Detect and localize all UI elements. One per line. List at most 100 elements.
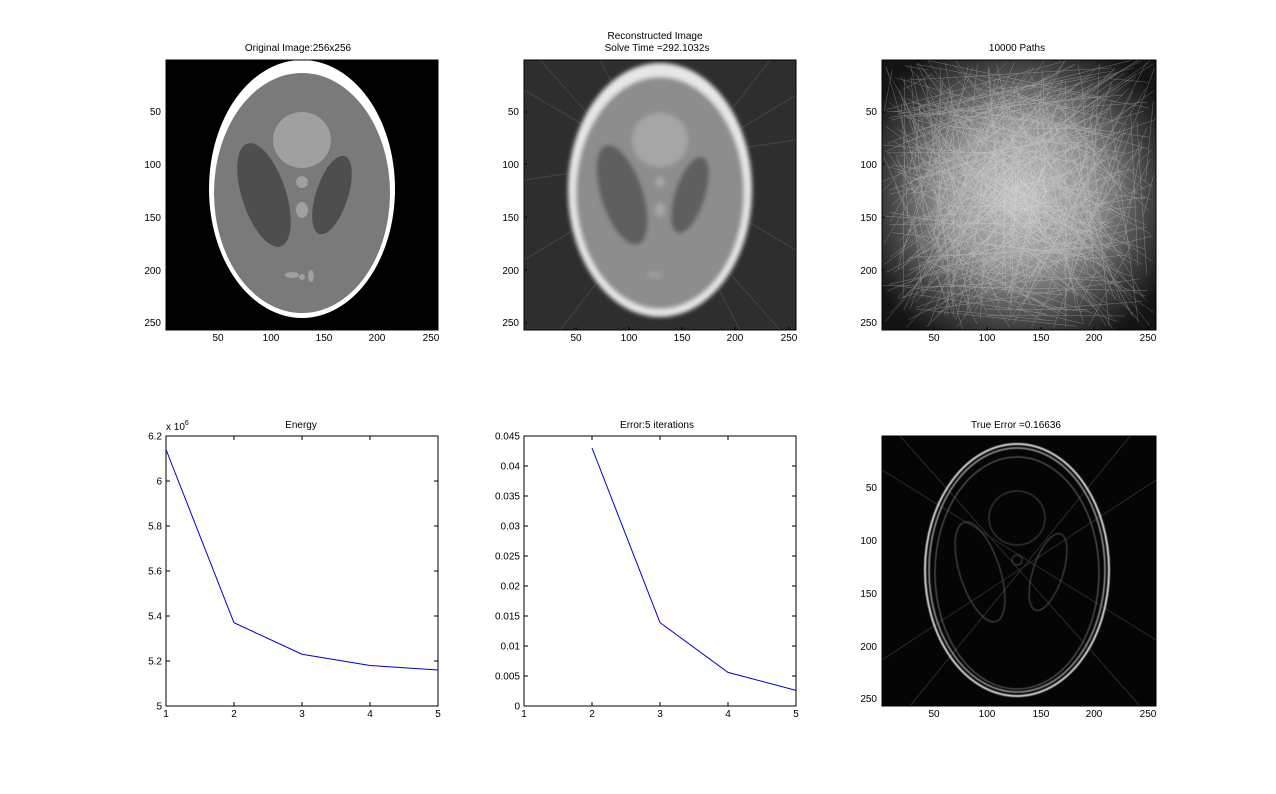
path-stroke — [1132, 247, 1153, 262]
path-stroke — [898, 90, 955, 253]
path-stroke — [956, 211, 1104, 278]
path-stroke — [958, 72, 1093, 194]
path-stroke — [1021, 171, 1102, 267]
path-stroke — [937, 60, 1066, 228]
path-stroke — [916, 75, 947, 146]
x-tick-label: 50 — [928, 709, 940, 720]
path-stroke — [956, 67, 1126, 181]
path-stroke — [906, 229, 1059, 314]
path-stroke — [931, 76, 1096, 107]
path-stroke — [1016, 85, 1043, 239]
path-stroke — [1048, 301, 1142, 309]
path-stroke — [950, 100, 997, 207]
x-tick-label: 250 — [1140, 709, 1157, 720]
path-stroke — [985, 308, 1089, 310]
path-stroke — [897, 129, 1019, 205]
path-stroke — [923, 66, 1031, 224]
path-stroke — [976, 220, 1014, 272]
path-stroke — [891, 284, 1084, 312]
path-stroke — [889, 221, 1110, 225]
path-stroke — [904, 98, 923, 149]
path-stroke — [894, 77, 1149, 149]
path-stroke — [897, 230, 915, 256]
path-stroke — [906, 178, 1043, 328]
path-stroke — [906, 67, 1112, 81]
path-stroke — [1107, 168, 1136, 175]
path-stroke — [887, 151, 922, 202]
path-stroke — [990, 78, 996, 113]
path-stroke — [954, 95, 1086, 125]
x-axis-ticks: 50 100 150 200 250 — [570, 333, 797, 344]
path-stroke — [937, 80, 1109, 228]
path-stroke — [898, 241, 1077, 299]
path-stroke — [1043, 78, 1046, 252]
path-stroke — [914, 170, 1122, 257]
path-stroke — [918, 103, 1083, 281]
path-stroke — [964, 171, 1080, 200]
path-stroke — [1004, 167, 1107, 327]
path-stroke — [1010, 66, 1100, 140]
path-stroke — [1015, 220, 1113, 276]
path-stroke — [1075, 127, 1148, 284]
path-stroke — [906, 65, 1118, 278]
path-stroke — [943, 92, 1050, 213]
path-stroke — [1061, 143, 1124, 198]
path-stroke — [915, 128, 1097, 270]
path-stroke — [940, 166, 1071, 260]
y-tick-label: 150 — [860, 213, 877, 224]
path-stroke — [911, 102, 1149, 138]
path-stroke — [890, 60, 1132, 121]
y-tick-label: 150 — [860, 589, 877, 600]
path-stroke — [909, 148, 914, 172]
y-tick-label: 50 — [866, 107, 878, 118]
path-stroke — [928, 247, 1089, 269]
path-stroke — [921, 125, 1132, 264]
path-stroke — [1077, 64, 1087, 107]
path-stroke — [933, 304, 947, 321]
path-stroke — [894, 184, 933, 273]
path-stroke — [883, 157, 956, 319]
path-stroke — [916, 63, 1150, 109]
path-stroke — [913, 125, 1017, 212]
path-stroke — [941, 99, 1063, 297]
path-stroke — [1090, 116, 1110, 326]
path-stroke — [926, 278, 1140, 311]
x-tick-label: 100 — [621, 333, 638, 344]
x-tick-label: 200 — [1086, 709, 1103, 720]
path-stroke — [888, 266, 967, 285]
y-tick-label: 0.045 — [495, 432, 520, 443]
path-stroke — [981, 164, 1017, 227]
x-tick-label: 150 — [316, 333, 333, 344]
y-tick-label: 0.015 — [495, 612, 520, 623]
path-stroke — [1073, 148, 1143, 212]
path-stroke — [956, 107, 1004, 320]
path-stroke — [1020, 264, 1042, 269]
x-tick-label: 4 — [725, 709, 731, 720]
path-stroke — [987, 65, 998, 182]
path-stroke — [1142, 175, 1154, 218]
path-stroke — [908, 61, 1151, 233]
path-stroke — [1014, 88, 1146, 302]
path-stroke — [1064, 72, 1125, 117]
path-stroke — [930, 73, 1140, 323]
energy-series-line — [165, 449, 439, 671]
path-stroke — [1032, 83, 1059, 153]
path-stroke — [1100, 172, 1117, 197]
path-stroke — [932, 198, 1027, 292]
x-tick-label: 200 — [1086, 333, 1103, 344]
path-stroke — [914, 143, 1001, 304]
path-stroke — [1039, 254, 1131, 264]
path-stroke — [893, 141, 1108, 271]
path-stroke — [1026, 202, 1109, 261]
path-stroke — [882, 284, 1148, 291]
panel-title: Error:5 iterations — [620, 420, 694, 431]
path-stroke — [956, 108, 1114, 136]
path-stroke — [996, 135, 1067, 209]
path-stroke — [1078, 183, 1121, 299]
path-stroke — [1054, 123, 1095, 239]
path-stroke — [899, 93, 951, 191]
path-stroke — [923, 164, 1001, 294]
path-stroke — [982, 116, 1151, 201]
true-error-panel: True Error =0.16636 — [860, 420, 1156, 720]
